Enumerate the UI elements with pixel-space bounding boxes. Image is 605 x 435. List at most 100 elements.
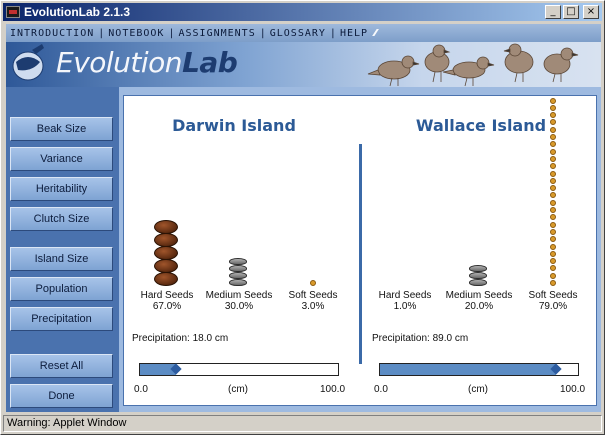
wallace-axis-min: 0.0 bbox=[374, 384, 388, 395]
darwin-island-title: Darwin Island bbox=[172, 116, 296, 135]
soft-seed bbox=[550, 163, 556, 170]
darwin-axis-max: 100.0 bbox=[320, 384, 346, 395]
hard-seed bbox=[154, 220, 178, 234]
soft-seed bbox=[550, 185, 556, 192]
soft-seed bbox=[550, 272, 556, 279]
soft-seed bbox=[550, 104, 556, 111]
soft-seed bbox=[550, 214, 556, 221]
header-banner: EvolutionLab bbox=[6, 42, 601, 87]
soft-seed bbox=[550, 243, 556, 250]
title-bar: EvolutionLab 2.1.3 _ □ × bbox=[3, 3, 602, 21]
wallace-precipitation-label: Precipitation: 89.0 cm bbox=[372, 333, 469, 344]
seed-label: Medium Seeds bbox=[445, 290, 513, 301]
grip-icon: ⁄⁄⁄ bbox=[374, 27, 377, 39]
seed-percent: 67.0% bbox=[152, 301, 182, 312]
medium-seed bbox=[229, 272, 247, 279]
hard-seed bbox=[154, 246, 178, 260]
soft-seed bbox=[550, 207, 556, 213]
darwin-hard-seeds: Hard Seeds 67.0% bbox=[132, 290, 202, 312]
island-size-button[interactable]: Island Size bbox=[10, 247, 113, 271]
soft-seed bbox=[550, 192, 556, 199]
hard-seed bbox=[154, 272, 178, 286]
soft-seed bbox=[550, 119, 556, 126]
done-button[interactable]: Done bbox=[10, 384, 113, 408]
soft-seed bbox=[550, 177, 556, 184]
soft-seed bbox=[550, 221, 556, 228]
medium-seed bbox=[469, 265, 487, 272]
darwin-axis-unit: (cm) bbox=[228, 384, 248, 395]
menu-separator: | bbox=[329, 27, 336, 39]
soft-seed bbox=[550, 148, 556, 155]
population-button[interactable]: Population bbox=[10, 277, 113, 301]
soft-seed bbox=[550, 126, 556, 133]
medium-seed bbox=[229, 265, 247, 272]
wallace-hard-seeds: Hard Seeds 1.0% bbox=[372, 290, 438, 312]
soft-seed bbox=[550, 250, 556, 257]
wallace-island-title: Wallace Island bbox=[415, 116, 547, 135]
soft-seed bbox=[550, 141, 556, 148]
menu-glossary[interactable]: GLOSSARY bbox=[269, 27, 326, 39]
menu-assignments[interactable]: ASSIGNMENTS bbox=[178, 27, 256, 39]
island-divider bbox=[359, 144, 362, 364]
medium-seed bbox=[229, 258, 247, 265]
app-logo-text: EvolutionLab bbox=[56, 46, 238, 79]
wallace-precipitation-slider[interactable] bbox=[379, 363, 579, 376]
soft-seed bbox=[550, 112, 556, 119]
seed-percent: 1.0% bbox=[393, 301, 417, 312]
variance-button[interactable]: Variance bbox=[10, 147, 113, 171]
heritability-button[interactable]: Heritability bbox=[10, 177, 113, 201]
reset-all-button[interactable]: Reset All bbox=[10, 354, 113, 378]
menu-introduction[interactable]: INTRODUCTION bbox=[10, 27, 95, 39]
wallace-medium-seeds: Medium Seeds 20.0% bbox=[442, 290, 516, 312]
seed-label: Soft Seeds bbox=[528, 290, 578, 301]
menu-notebook[interactable]: NOTEBOOK bbox=[108, 27, 165, 39]
slider-fill bbox=[380, 364, 557, 375]
soft-seed bbox=[550, 134, 556, 140]
medium-seed bbox=[229, 279, 247, 286]
window-title: EvolutionLab 2.1.3 bbox=[24, 5, 131, 19]
darwin-soft-seeds: Soft Seeds 3.0% bbox=[282, 290, 344, 312]
maximize-button[interactable]: □ bbox=[563, 5, 579, 19]
menu-bar: INTRODUCTION | NOTEBOOK | ASSIGNMENTS | … bbox=[6, 24, 601, 42]
seed-percent: 20.0% bbox=[464, 301, 494, 312]
bird-illustrations bbox=[367, 43, 579, 87]
beak-size-button[interactable]: Beak Size bbox=[10, 117, 113, 141]
wallace-axis-max: 100.0 bbox=[560, 384, 586, 395]
soft-seed bbox=[550, 97, 556, 104]
precipitation-button[interactable]: Precipitation bbox=[10, 307, 113, 331]
main-area: Darwin Island Hard Seeds 67.0% Medium Se… bbox=[119, 87, 601, 412]
islands-panel: Darwin Island Hard Seeds 67.0% Medium Se… bbox=[123, 95, 597, 406]
seed-label: Hard Seeds bbox=[140, 290, 194, 301]
soft-seed bbox=[550, 236, 556, 243]
java-icon bbox=[6, 6, 20, 18]
seed-label: Hard Seeds bbox=[378, 290, 432, 301]
darwin-medium-seeds: Medium Seeds 30.0% bbox=[202, 290, 276, 312]
soft-seed bbox=[550, 265, 556, 272]
menu-help[interactable]: HELP bbox=[339, 27, 369, 39]
sidebar: Beak Size Variance Heritability Clutch S… bbox=[6, 87, 119, 412]
logo-text-lab: Lab bbox=[182, 46, 238, 79]
seed-percent: 30.0% bbox=[224, 301, 254, 312]
hard-seed bbox=[154, 259, 178, 273]
close-button[interactable]: × bbox=[583, 5, 599, 19]
medium-seed bbox=[469, 272, 487, 279]
darwin-axis-min: 0.0 bbox=[134, 384, 148, 395]
clutch-size-button[interactable]: Clutch Size bbox=[10, 207, 113, 231]
soft-seed bbox=[550, 280, 556, 286]
menu-separator: | bbox=[168, 27, 175, 39]
wallace-axis-unit: (cm) bbox=[468, 384, 488, 395]
logo-icon bbox=[12, 44, 44, 81]
menu-separator: | bbox=[98, 27, 105, 39]
soft-seed bbox=[550, 228, 556, 235]
medium-seed bbox=[469, 279, 487, 286]
minimize-button[interactable]: _ bbox=[545, 5, 561, 19]
darwin-precipitation-label: Precipitation: 18.0 cm bbox=[132, 333, 229, 344]
logo-text-evolution: Evolution bbox=[56, 46, 183, 79]
darwin-precipitation-slider[interactable] bbox=[139, 363, 339, 376]
soft-seed bbox=[550, 155, 556, 162]
seed-label: Soft Seeds bbox=[288, 290, 338, 301]
soft-seed bbox=[310, 280, 316, 286]
soft-seed bbox=[550, 170, 556, 177]
seed-percent: 79.0% bbox=[538, 301, 568, 312]
slider-fill bbox=[140, 364, 176, 375]
